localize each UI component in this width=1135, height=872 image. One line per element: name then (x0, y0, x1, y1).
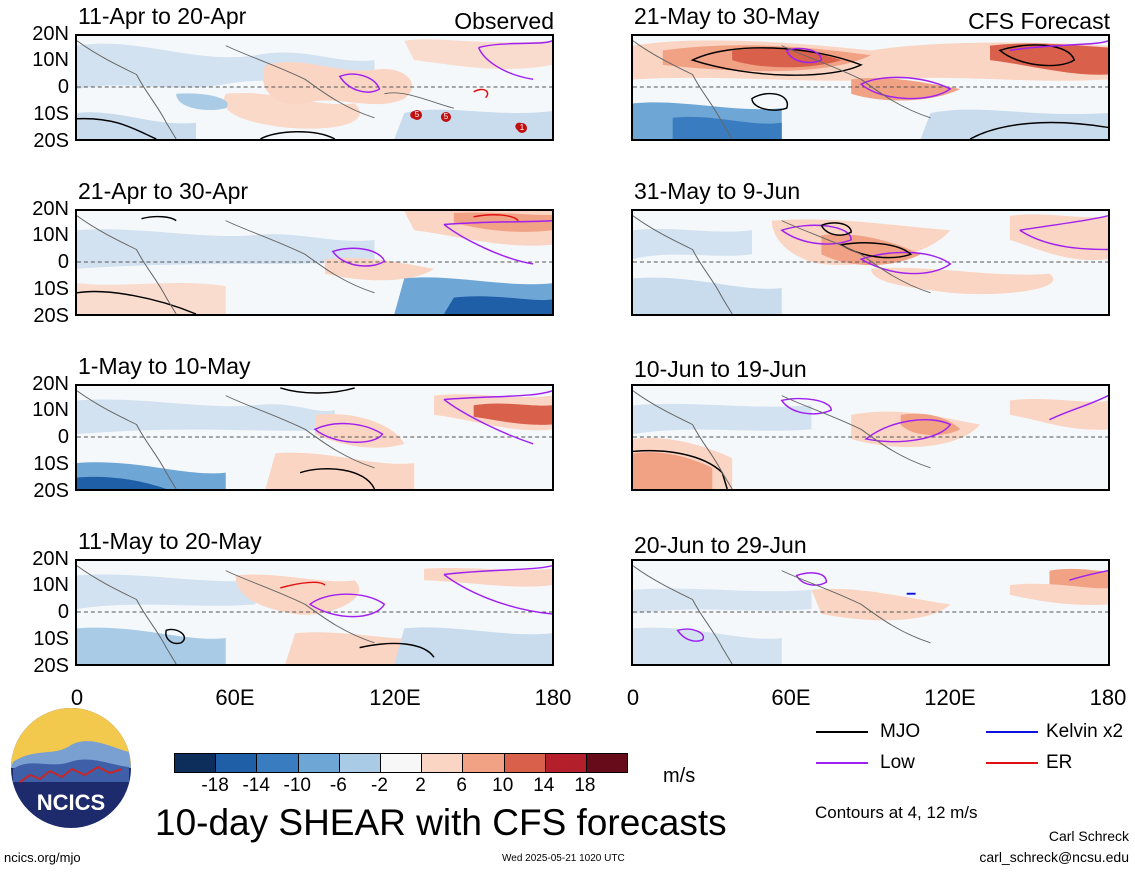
author: Carl Schreck (1048, 828, 1129, 844)
lon-label: 180 (1089, 685, 1127, 710)
shear-map (77, 211, 552, 314)
colorbar-swatch (585, 754, 628, 772)
colorbar-swatch (503, 754, 545, 772)
shear-map (633, 211, 1108, 314)
lat-label: 10S (33, 103, 69, 125)
lon-label: 0 (626, 685, 640, 710)
map-panel-fc-4 (631, 559, 1110, 666)
colorbar-swatch (379, 754, 422, 772)
storm-marker: 5 (412, 110, 422, 120)
lat-label: 10S (33, 628, 69, 650)
shear-map (633, 561, 1108, 664)
lat-label: 20N (32, 373, 69, 395)
lat-label: 10N (32, 574, 69, 596)
panel-title-fc-2: 31-May to 9-Jun (634, 178, 801, 204)
map-panel-fc-2 (631, 209, 1110, 316)
lat-label: 20N (32, 23, 69, 45)
lat-label: 10N (32, 399, 69, 421)
legend-line-mjo (816, 731, 868, 733)
colorbar-swatch (175, 754, 216, 772)
panel-title-fc-4: 20-Jun to 29-Jun (634, 532, 807, 558)
panel-title-obs-1: 11-Apr to 20-Apr (78, 3, 247, 29)
legend-line-er (986, 762, 1038, 764)
site-url: ncics.org/mjo (4, 850, 81, 865)
lat-label: 20S (33, 480, 69, 502)
lat-label: 10S (33, 278, 69, 300)
colorbar-tick-label: -10 (283, 775, 311, 796)
page-title: 10-day SHEAR with CFS forecasts (155, 802, 727, 843)
legend-label-low: Low (880, 752, 915, 773)
map-panel-obs-2 (75, 209, 554, 316)
colorbar-swatch (544, 754, 586, 772)
colorbar-tick-label: -2 (371, 775, 388, 796)
map-panel-fc-3 (631, 384, 1110, 491)
colorbar (174, 753, 628, 773)
lat-label: 0 (57, 426, 69, 448)
map-panel-obs-3 (75, 384, 554, 491)
shear-map (633, 386, 1108, 489)
lat-label: 10N (32, 49, 69, 71)
lat-label: 0 (57, 601, 69, 623)
lon-label: 120E (924, 685, 976, 710)
lat-label: 20S (33, 130, 69, 152)
shear-map (77, 561, 552, 664)
colorbar-swatch (215, 754, 257, 772)
contour-note: Contours at 4, 12 m/s (815, 803, 978, 822)
storm-marker: 1 (517, 123, 527, 133)
map-panel-obs-1 (75, 34, 554, 141)
lat-label: 0 (57, 251, 69, 273)
ncics-logo: NCICS (11, 708, 131, 828)
lon-label: 60E (771, 685, 811, 710)
legend-line-low (816, 762, 868, 764)
colorbar-swatch (462, 754, 504, 772)
lon-label: 180 (534, 685, 572, 710)
panel-title-fc-3: 10-Jun to 19-Jun (634, 356, 807, 382)
shear-map (77, 36, 552, 139)
colorbar-tick-label: 10 (492, 775, 514, 796)
units-label: m/s (663, 765, 696, 787)
timestamp: Wed 2025-05-21 1020 UTC (502, 853, 625, 864)
lat-label: 10S (33, 453, 69, 475)
lat-label: 20N (32, 548, 69, 570)
lat-label: 20N (32, 198, 69, 220)
observed-label: Observed (454, 8, 554, 34)
panel-title-fc-1: 21-May to 30-May (634, 3, 820, 29)
lon-label: 0 (70, 685, 84, 710)
lat-label: 10N (32, 224, 69, 246)
panel-title-obs-2: 21-Apr to 30-Apr (78, 178, 249, 204)
shear-map (77, 386, 552, 489)
map-panel-fc-1 (631, 34, 1110, 141)
colorbar-swatch (421, 754, 463, 772)
lat-label: 20S (33, 305, 69, 327)
logo-text: NCICS (37, 790, 105, 815)
legend-label-er: ER (1046, 752, 1073, 773)
colorbar-tick-label: 6 (456, 775, 467, 796)
colorbar-tick-label: 2 (415, 775, 426, 796)
panel-title-obs-4: 11-May to 20-May (78, 528, 262, 554)
colorbar-swatch (338, 754, 380, 772)
colorbar-swatch (297, 754, 339, 772)
lon-label: 120E (369, 685, 421, 710)
colorbar-tick-label: -18 (201, 775, 229, 796)
panel-title-obs-3: 1-May to 10-May (78, 353, 251, 379)
legend-line-kelvin (986, 731, 1038, 733)
colorbar-tick-label: -6 (329, 775, 347, 796)
colorbar-tick-label: -14 (242, 775, 270, 796)
map-panel-obs-4 (75, 559, 554, 666)
colorbar-tick-label: 14 (533, 775, 555, 796)
legend-label-kelvin: Kelvin x2 (1046, 721, 1124, 742)
cfs-forecast-label: CFS Forecast (968, 8, 1110, 34)
storm-marker: 5 (441, 112, 451, 122)
legend-label-mjo: MJO (880, 721, 921, 742)
shear-map (633, 36, 1108, 139)
email: carl_schreck@ncsu.edu (979, 849, 1129, 865)
lon-label: 60E (215, 685, 255, 710)
colorbar-tick-label: 18 (574, 775, 596, 796)
lat-label: 20S (33, 655, 69, 677)
lat-label: 0 (57, 76, 69, 98)
colorbar-swatch (256, 754, 298, 772)
